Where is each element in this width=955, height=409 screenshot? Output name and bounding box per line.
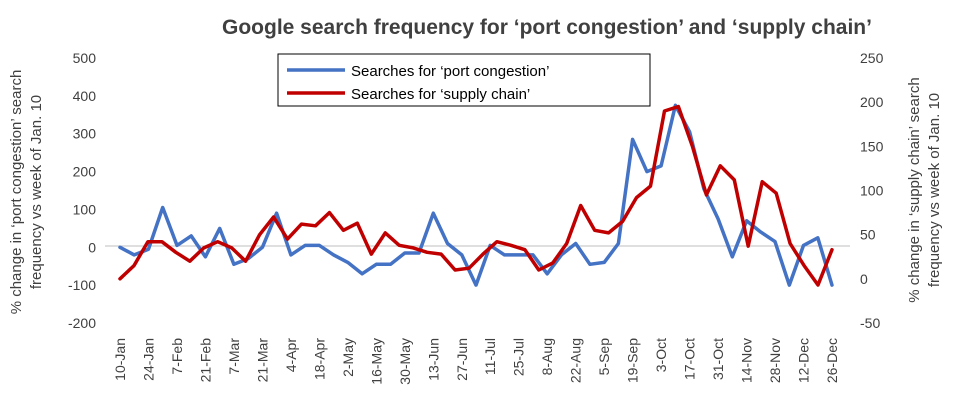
y-right-tick-label: 250: [860, 50, 884, 66]
chart-title: Google search frequency for ‘port conges…: [222, 16, 872, 39]
y-left-tick-label: 300: [73, 126, 97, 142]
y-left-tick-label: 100: [73, 201, 97, 217]
x-tick-label: 26-Dec: [824, 338, 840, 383]
x-tick-label: 13-Jun: [425, 338, 441, 381]
x-tick-label: 5-Sep: [596, 338, 612, 376]
y-left-tick-label: 0: [88, 239, 96, 255]
y-axis-left-label-line1: % change in ‘port congestion’ search: [8, 70, 25, 315]
y-axis-right-label-line2: frequency vs week of Jan. 10: [926, 93, 943, 287]
x-tick-label: 2-May: [340, 338, 356, 377]
y-right-tick-label: 200: [860, 94, 884, 110]
x-tick-label: 14-Nov: [739, 338, 755, 383]
y-right-tick-label: -50: [860, 315, 880, 331]
y-right-tick-label: 50: [860, 227, 876, 243]
y-left-tick-label: -200: [68, 315, 96, 331]
legend-box: [277, 53, 651, 107]
x-tick-label: 16-May: [368, 338, 384, 385]
legend-label-supply-chain: Searches for ‘supply chain’: [351, 86, 530, 103]
x-tick-label: 27-Jun: [454, 338, 470, 381]
y-axis-right: 250 200 150 100 50 0 -50: [860, 50, 884, 331]
x-tick-label: 11-Jul: [482, 338, 498, 375]
x-tick-label: 25-Jul: [511, 338, 527, 376]
x-tick-label: 12-Dec: [796, 338, 812, 383]
y-right-tick-label: 150: [860, 138, 884, 154]
y-left-tick-label: -100: [68, 277, 96, 293]
y-right-tick-label: 0: [860, 271, 868, 287]
series-line-supply-chain: [118, 104, 834, 287]
x-tick-label: 21-Feb: [197, 338, 213, 383]
x-tick-label: 3-Oct: [653, 338, 669, 372]
x-tick-label: 18-Apr: [311, 338, 327, 380]
x-tick-label: 17-Oct: [682, 338, 698, 380]
y-axis-left-label-line2: frequency vs week of Jan. 10: [28, 95, 45, 289]
x-tick-label: 24-Jan: [140, 338, 156, 381]
y-axis-left: 500 400 300 200 100 0 -100 -200: [68, 50, 96, 331]
legend: Searches for ‘port congestion’ Searches …: [277, 53, 651, 107]
x-tick-label: 22-Aug: [568, 338, 584, 383]
series-line-port-congestion: [118, 103, 834, 287]
y-left-tick-label: 200: [73, 164, 97, 180]
x-tick-label: 28-Nov: [767, 338, 783, 383]
x-tick-label: 7-Mar: [226, 338, 242, 375]
y-axis-right-label-line1: % change in ‘supply chain’ search: [906, 77, 923, 302]
x-tick-label: 10-Jan: [112, 338, 128, 381]
x-tick-label: 7-Feb: [169, 338, 185, 375]
y-right-tick-label: 100: [860, 183, 884, 199]
x-tick-label: 30-May: [397, 338, 413, 385]
series-layer: [118, 103, 834, 287]
y-left-tick-label: 400: [73, 88, 97, 104]
x-tick-label: 31-Oct: [710, 338, 726, 380]
y-left-tick-label: 500: [73, 50, 97, 66]
x-tick-label: 8-Aug: [539, 338, 555, 375]
x-tick-label: 19-Sep: [625, 338, 641, 383]
x-tick-label: 21-Mar: [254, 338, 270, 383]
x-tick-label: 4-Apr: [283, 338, 299, 373]
x-axis: 10-Jan 24-Jan 7-Feb 21-Feb 7-Mar 21-Mar 4-Apr 1…: [112, 338, 840, 385]
legend-label-port-congestion: Searches for ‘port congestion’: [351, 63, 549, 80]
